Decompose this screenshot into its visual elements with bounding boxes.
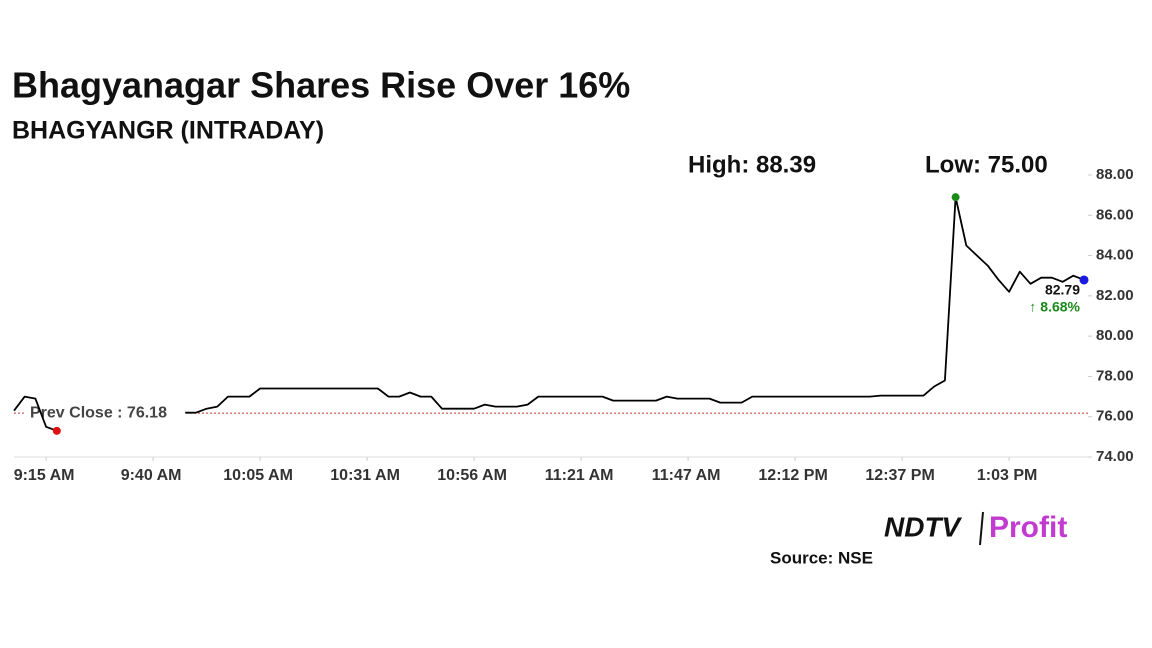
last-price-label: 82.79: [1045, 282, 1080, 298]
x-tick-label: 10:05 AM: [223, 467, 293, 484]
logo-left: NDTV: [884, 511, 963, 542]
prev-close-bg: [26, 401, 184, 424]
y-tick-label: 88.00: [1096, 166, 1134, 183]
low-marker: [52, 426, 61, 435]
y-tick-label: 76.00: [1096, 408, 1134, 425]
y-tick-label: 86.00: [1096, 206, 1134, 223]
chart-title: Bhagyanagar Shares Rise Over 16%: [12, 65, 630, 106]
high-marker: [951, 193, 960, 202]
source: Source: NSE: [770, 548, 873, 567]
x-tick-label: 11:21 AM: [545, 467, 614, 484]
x-tick-label: 12:37 PM: [865, 467, 934, 484]
x-tick-label: 12:12 PM: [758, 467, 827, 484]
y-tick-label: 78.00: [1096, 367, 1134, 384]
y-tick-label: 82.00: [1096, 287, 1134, 304]
y-tick-label: 74.00: [1096, 448, 1134, 465]
high-label: High: 88.39: [688, 151, 816, 178]
logo-right: Profit: [989, 511, 1067, 544]
x-tick-label: 10:56 AM: [437, 467, 507, 484]
x-tick-label: 9:40 AM: [121, 467, 182, 484]
y-tick-label: 84.00: [1096, 247, 1134, 264]
logo-divider: [979, 511, 984, 546]
change-label: ↑ 8.68%: [1029, 299, 1080, 315]
chart-subtitle: BHAGYANGR (INTRADAY): [12, 117, 324, 145]
x-tick-label: 10:31 AM: [330, 467, 400, 484]
x-tick-label: 1:03 PM: [977, 467, 1037, 484]
prev-close-label: Prev Close : 76.18: [30, 404, 167, 421]
low-label: Low: 75.00: [925, 151, 1048, 178]
y-tick-label: 80.00: [1096, 327, 1134, 344]
last-marker: [1079, 275, 1089, 285]
price-line: [13, 196, 1085, 432]
x-tick-label: 11:47 AM: [652, 467, 721, 484]
x-tick-label: 9:15 AM: [14, 467, 75, 484]
